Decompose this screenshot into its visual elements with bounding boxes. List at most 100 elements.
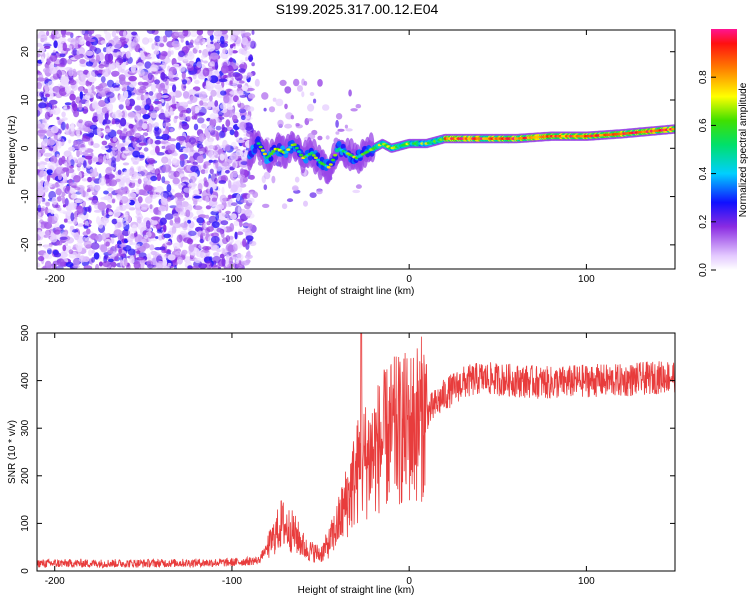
spectrogram-noise-blob [163,180,170,185]
spectrogram-noise-blob [127,228,132,237]
spectrogram-ridge-core [331,158,335,162]
spectrogram-noise-blob [52,85,61,93]
spectrogram-noise-blob [135,207,141,216]
spectrogram-noise-blob [41,56,45,63]
spectrogram-noise-blob [222,248,228,256]
spectrogram-noise-blob [229,80,233,85]
spectrogram-noise-blob [150,64,159,72]
spectrogram-noise-blob [53,213,59,222]
spectrogram-noise-blob [239,94,247,98]
spectrogram-noise-blob [307,103,315,112]
spectrogram-noise-blob [187,219,192,224]
spectrogram-noise-blob [111,30,117,38]
spectrogram-noise-blob [254,78,260,87]
spectrogram-noise-blob [118,248,122,254]
spectrogram-noise-blob [159,43,165,48]
spectrogram-noise-blob [74,198,83,204]
spectrogram-noise-blob [104,128,112,133]
spectrogram-noise-blob [241,85,249,91]
spectrogram-noise-blob [217,30,223,35]
spectrogram-noise-blob [309,92,315,96]
spectrogram-noise-blob [150,216,160,221]
spectrogram-noise-blob [116,218,125,223]
spectrogram-noise-blob [234,36,241,45]
spectrogram-noise-blob [219,153,225,161]
spectrogram-noise-blob [93,252,100,260]
spectrogram-noise-blob [167,262,172,267]
spectrogram-noise-blob [167,254,176,261]
spectrogram-noise-blob [105,31,111,41]
spectrogram-noise-blob [335,131,340,135]
spectrogram-noise-blob [203,163,207,169]
spectrogram-noise-blob [113,229,123,237]
spectrogram-noise-blob [115,178,121,182]
spectrogram-noise-blob [159,217,167,225]
spectrogram-noise-blob [209,187,213,195]
spectrogram-noise-blob [115,150,121,156]
spectrogram-noise-blob [240,199,248,203]
spectrogram-noise-blob [132,161,139,165]
spectrogram-noise-blob [98,261,103,267]
spectrogram-noise-blob [77,161,82,167]
spectrogram-noise-blob [68,68,74,77]
spectrogram-noise-blob [209,113,216,120]
spectrogram-noise-blob [145,231,152,238]
spectrogram-noise-blob [112,111,118,119]
spectrogram-noise-blob [225,169,230,174]
spectrogram-noise-blob [207,75,212,82]
spectrogram-noise-blob [245,235,254,241]
spectrogram-noise-blob [167,50,172,57]
spectrogram-ridge-core [269,152,274,155]
spectrogram-noise-blob [70,39,78,48]
spectrogram-noise-blob [38,102,47,109]
spectrogram-ridge-core [333,153,338,157]
spectrogram-noise-blob [148,194,157,199]
spectrogram-noise-blob [104,145,113,149]
spectrogram-noise-blob [70,212,75,222]
spectrogram-noise-blob [98,177,107,186]
spectrogram-noise-blob [45,93,50,98]
spectrogram-noise-blob [144,104,151,111]
spectrogram-noise-blob [151,220,158,225]
spectrogram-noise-blob [352,189,361,194]
spectrogram-noise-blob [205,205,212,210]
spectrogram-noise-blob [37,150,41,160]
spectrogram-noise-blob [205,132,211,139]
spectrogram-noise-blob [213,36,222,40]
spectrogram-noise-blob [215,125,222,131]
spectrogram-noise-blob [238,108,246,114]
spectrogram-noise-blob [196,61,203,68]
spectrogram-noise-blob [218,130,226,139]
spectrogram-noise-blob [241,260,250,266]
spectrogram-noise-blob [198,263,208,269]
spectrogram-noise-blob [37,53,41,58]
spectrogram-noise-blob [219,253,225,259]
spectrogram-noise-blob [62,244,67,252]
spectrogram-noise-blob [173,76,180,81]
spectrogram-noise-blob [131,136,138,142]
spectrogram-noise-blob [325,135,330,140]
spectrogram-noise-blob [165,213,174,220]
spectrogram-noise-blob [176,256,183,265]
spectrogram-noise-blob [175,142,181,151]
spectrogram-noise-blob [231,171,238,178]
spectrogram-noise-blob [59,236,68,240]
spectrogram-noise-blob [172,157,178,164]
spectrogram-noise-blob [68,127,77,137]
spectrogram-noise-blob [161,133,170,141]
spectrogram-noise-blob [150,112,158,119]
spectrogram-xtick-label: 100 [578,274,595,285]
spectrogram-noise-blob [161,156,169,164]
spectrogram-noise-blob [190,165,199,173]
spectrogram-noise-blob [71,100,76,108]
spectrogram-noise-blob [209,168,214,175]
spectrogram-noise-blob [61,111,66,118]
spectrogram-ridge [336,141,342,147]
spectrogram-noise-blob [236,193,241,202]
spectrogram-noise-blob [66,220,74,224]
spectrogram-noise-blob [201,232,206,237]
spectrogram-noise-blob [313,98,317,104]
spectrogram-noise-blob [90,242,100,250]
snr-line [37,333,675,569]
